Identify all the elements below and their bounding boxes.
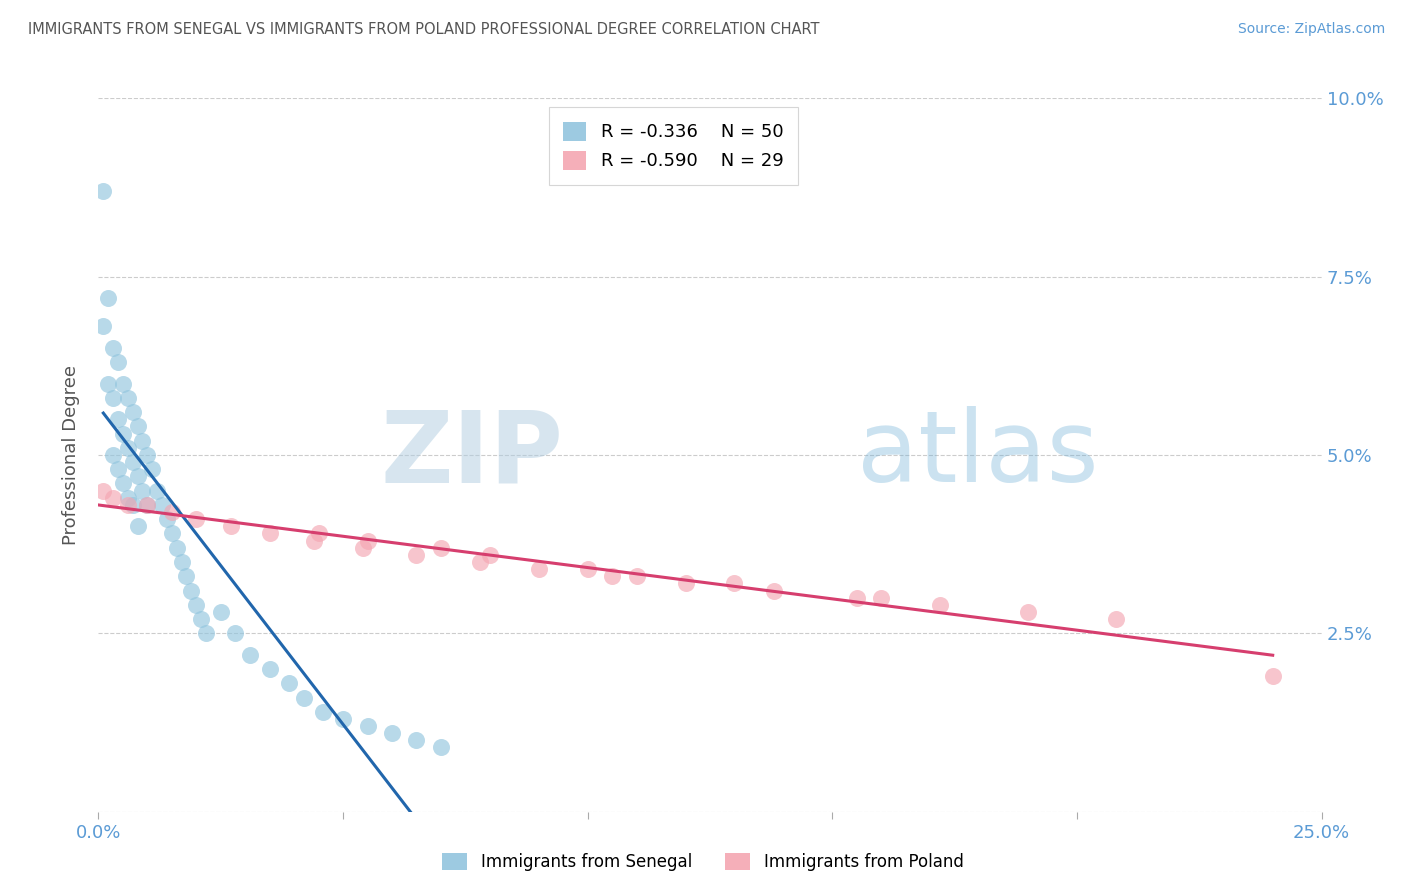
Point [107, 412, 129, 426]
Point [278, 676, 301, 690]
Text: ZIP: ZIP [381, 407, 564, 503]
Point [121, 455, 143, 469]
Point [101, 341, 124, 355]
Point [600, 569, 623, 583]
Y-axis label: Professional Degree: Professional Degree [62, 365, 80, 545]
Point [170, 555, 193, 569]
Point [107, 462, 129, 476]
Point [91, 319, 114, 334]
Point [292, 690, 315, 705]
Point [186, 598, 208, 612]
Point [405, 733, 427, 747]
Point [356, 533, 378, 548]
Point [352, 541, 374, 555]
Point [259, 662, 281, 676]
Point [160, 505, 183, 519]
Point [97, 291, 120, 305]
Point [219, 519, 242, 533]
Point [1105, 612, 1128, 626]
Point [117, 491, 139, 505]
Point [1261, 669, 1284, 683]
Text: Source: ZipAtlas.com: Source: ZipAtlas.com [1237, 22, 1385, 37]
Point [302, 533, 325, 548]
Point [127, 469, 149, 483]
Point [762, 583, 785, 598]
Point [180, 583, 202, 598]
Point [224, 626, 246, 640]
Point [91, 184, 114, 198]
Point [136, 498, 159, 512]
Point [91, 483, 114, 498]
Point [430, 541, 453, 555]
Point [131, 434, 153, 448]
Point [127, 419, 149, 434]
Point [430, 740, 453, 755]
Text: IMMIGRANTS FROM SENEGAL VS IMMIGRANTS FROM POLAND PROFESSIONAL DEGREE CORRELATIO: IMMIGRANTS FROM SENEGAL VS IMMIGRANTS FR… [28, 22, 820, 37]
Point [117, 441, 139, 455]
Point [136, 448, 159, 462]
Point [121, 498, 143, 512]
Point [111, 376, 134, 391]
Point [156, 512, 179, 526]
Point [127, 519, 149, 533]
Point [150, 498, 173, 512]
Point [101, 448, 124, 462]
Point [239, 648, 262, 662]
Point [870, 591, 893, 605]
Point [101, 491, 124, 505]
Point [332, 712, 354, 726]
Point [195, 626, 218, 640]
Point [117, 498, 139, 512]
Point [131, 483, 153, 498]
Point [121, 405, 143, 419]
Point [312, 705, 335, 719]
Point [160, 526, 183, 541]
Text: atlas: atlas [856, 407, 1098, 503]
Point [356, 719, 378, 733]
Point [107, 355, 129, 369]
Point [1017, 605, 1039, 619]
Point [136, 498, 159, 512]
Point [186, 512, 208, 526]
Point [190, 612, 212, 626]
Point [166, 541, 188, 555]
Point [527, 562, 550, 576]
Point [141, 462, 163, 476]
Point [929, 598, 952, 612]
Point [111, 476, 134, 491]
Point [381, 726, 404, 740]
Point [723, 576, 745, 591]
Point [176, 569, 198, 583]
Point [468, 555, 491, 569]
Point [626, 569, 648, 583]
Point [845, 591, 868, 605]
Point [209, 605, 232, 619]
Point [259, 526, 281, 541]
Point [675, 576, 697, 591]
Point [97, 376, 120, 391]
Point [146, 483, 169, 498]
Point [576, 562, 599, 576]
Point [308, 526, 330, 541]
Point [478, 548, 501, 562]
Legend: Immigrants from Senegal, Immigrants from Poland: Immigrants from Senegal, Immigrants from… [434, 845, 972, 880]
Point [405, 548, 427, 562]
Legend: R = -0.336    N = 50, R = -0.590    N = 29: R = -0.336 N = 50, R = -0.590 N = 29 [548, 107, 799, 185]
Point [111, 426, 134, 441]
Point [101, 391, 124, 405]
Point [117, 391, 139, 405]
